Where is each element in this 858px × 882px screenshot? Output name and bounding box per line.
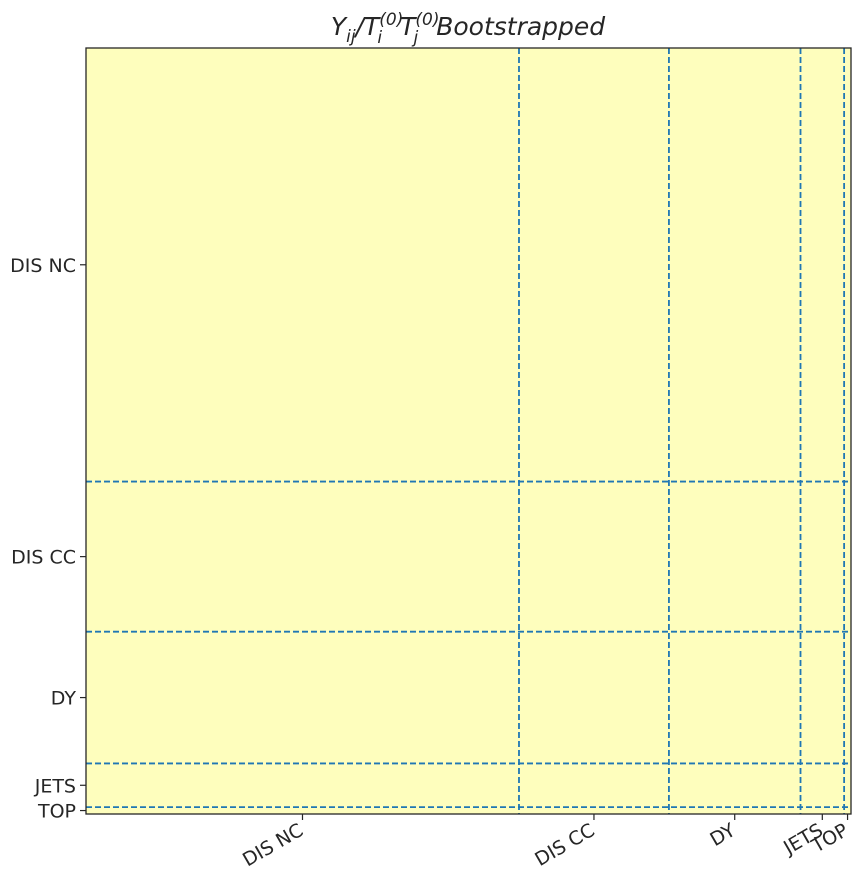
- title-factor-1-superscript: (0): [379, 10, 403, 30]
- title-factor-2-symbol: T: [400, 12, 417, 41]
- plot-frame: [85, 47, 852, 815]
- y-tick-label-dis-cc: DIS CC: [11, 547, 76, 569]
- chart-title: Yij/T(0) i T(0) j Bootstrapped: [331, 10, 605, 48]
- title-factor-2-subscript: j: [411, 28, 418, 48]
- title-factor-1-subscript: i: [377, 28, 382, 48]
- title-factor-2-superscript: (0): [415, 10, 439, 30]
- x-tick-label-dy: DY: [706, 819, 739, 851]
- title-symbol-subscript: ij: [346, 27, 356, 47]
- x-tick-label-dis-cc: DIS CC: [531, 819, 598, 870]
- title-factor-1-symbol: T: [364, 12, 381, 41]
- title-symbol: Y: [331, 12, 348, 41]
- x-tick-label-dis-nc: DIS NC: [239, 819, 307, 871]
- title-slash: /: [354, 12, 367, 41]
- y-tick-label-jets: JETS: [34, 775, 76, 797]
- y-tick-label-dis-nc: DIS NC: [10, 255, 76, 277]
- y-axis-ticks: DIS NC DIS CC DY JETS TOP: [10, 255, 86, 823]
- heatmap-cells: [86, 48, 851, 814]
- title-suffix: Bootstrapped: [436, 12, 605, 41]
- y-tick-label-top: TOP: [37, 801, 76, 823]
- block-boundary-lines: [86, 48, 851, 814]
- y-tick-label-dy: DY: [51, 688, 77, 710]
